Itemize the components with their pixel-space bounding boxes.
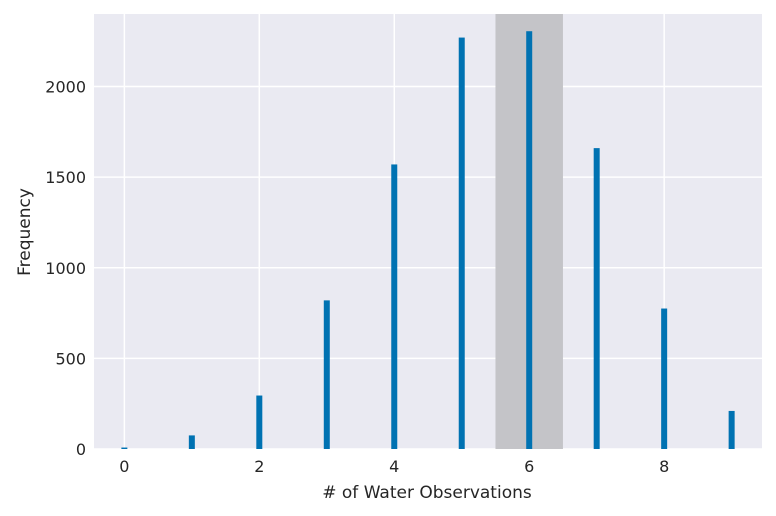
x-tick-label: 6 [524, 457, 534, 476]
y-tick-label: 500 [55, 349, 86, 368]
y-axis-label: Frequency [15, 188, 35, 276]
bars [121, 31, 735, 449]
bar-2 [256, 395, 263, 449]
bar-1 [188, 435, 195, 449]
x-tick-label: 0 [119, 457, 129, 476]
y-tick-labels: 0 500 1000 1500 2000 [45, 78, 86, 460]
bar-3 [323, 300, 330, 449]
bar-6 [526, 31, 533, 449]
x-axis-label: # of Water Observations [322, 483, 532, 503]
y-tick-label: 1500 [45, 168, 86, 187]
y-tick-label: 0 [76, 440, 86, 459]
bar-0 [121, 447, 128, 449]
bar-5 [458, 37, 465, 449]
bar-9 [728, 410, 735, 449]
bar-4 [391, 164, 398, 449]
x-tick-label: 2 [254, 457, 264, 476]
x-tick-label: 8 [659, 457, 669, 476]
y-tick-label: 2000 [45, 78, 86, 97]
bar-7 [593, 148, 600, 449]
x-tick-label: 4 [389, 457, 399, 476]
bar-8 [661, 308, 668, 449]
y-tick-label: 1000 [45, 259, 86, 278]
x-tick-labels: 0 2 4 6 8 [119, 457, 669, 476]
